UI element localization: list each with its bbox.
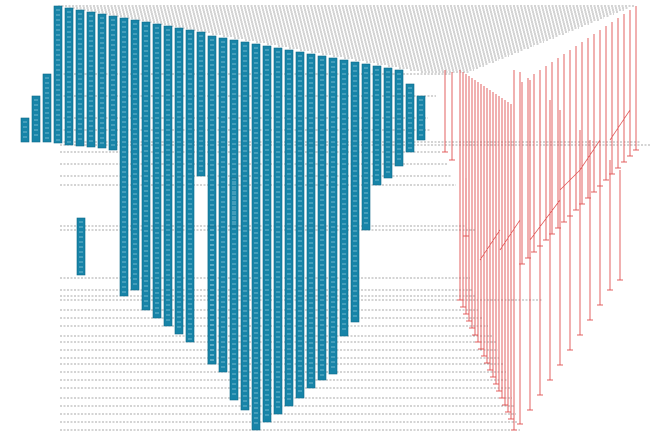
activation-bar: [383, 67, 393, 179]
activation-bar: [350, 61, 360, 323]
activation-bar: [86, 11, 96, 148]
activation-bar: [75, 9, 85, 147]
activation-bar: [416, 95, 426, 141]
activation-bar: [20, 117, 30, 143]
activation-bar: [196, 31, 206, 177]
activation-bar: [317, 55, 327, 381]
return-connector: [479, 229, 501, 261]
activation-bar: [394, 69, 404, 167]
activation-bar: [53, 5, 63, 144]
activation-bar: [64, 7, 74, 146]
activation-bar: [328, 57, 338, 375]
activation-bar: [152, 23, 162, 319]
activation-bar: [251, 43, 261, 431]
activation-bar: [163, 25, 173, 327]
activation-bar: [218, 37, 228, 373]
activation-bar: [97, 13, 107, 149]
activation-bar: [339, 59, 349, 337]
return-connector: [579, 139, 601, 171]
activation-bar: [306, 53, 316, 389]
activation-bar: [185, 29, 195, 343]
return-connector: [559, 169, 581, 191]
activation-bar: [361, 63, 371, 231]
activation-bar: [273, 47, 283, 415]
activation-bar: [130, 19, 140, 291]
return-lines: [442, 6, 639, 431]
activation-bar: [295, 51, 305, 399]
activation-bar: [284, 49, 294, 407]
return-connector: [499, 219, 521, 251]
return-connector: [529, 199, 561, 241]
activation-ticks: [23, 9, 423, 424]
activation-bar: [372, 65, 382, 186]
activation-bar: [76, 217, 86, 276]
return-connector: [609, 109, 631, 141]
activation-bar: [108, 15, 118, 151]
activation-bar: [174, 27, 184, 335]
activation-bar: [31, 95, 41, 143]
activation-bar: [262, 45, 272, 423]
